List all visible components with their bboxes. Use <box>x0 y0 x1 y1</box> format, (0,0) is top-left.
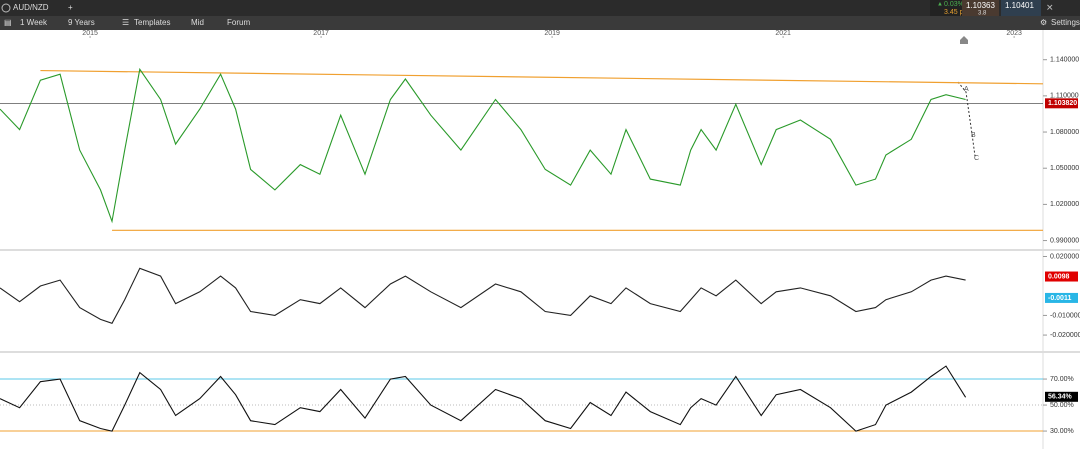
bid-box[interactable] <box>962 0 999 16</box>
wave-label: B <box>971 132 976 139</box>
wave-projection <box>957 81 976 157</box>
wave-label: A <box>964 86 969 93</box>
value-box <box>1045 98 1078 109</box>
symbol-icon <box>1 3 11 13</box>
top-bar <box>0 0 1080 16</box>
templates[interactable]: Templates <box>134 18 170 27</box>
value-box <box>1045 391 1078 402</box>
y-tick-label: 1.110000 <box>1050 93 1079 100</box>
ask[interactable]: 1.10401 <box>1005 1 1034 10</box>
ask-box[interactable] <box>1001 0 1041 16</box>
series-line <box>0 67 966 224</box>
x-tick-label: 2015 <box>82 30 98 37</box>
value-label: 1.103820 <box>1048 100 1077 107</box>
x-tick-label: 2019 <box>544 30 560 37</box>
y-tick-label: 1.080000 <box>1050 129 1079 136</box>
y-tick-label: 1.050000 <box>1050 165 1079 172</box>
y-tick-label: 1.140000 <box>1050 57 1079 64</box>
spread: 3.8 <box>978 11 987 17</box>
layout-icon[interactable]: ▤ <box>4 18 12 27</box>
settings[interactable]: Settings <box>1051 18 1080 27</box>
change: 0.03% <box>944 1 964 8</box>
y-tick-label: 30.00% <box>1050 428 1074 435</box>
y-tick-label: 0.990000 <box>1050 237 1079 244</box>
templates-icon[interactable]: ☰ <box>122 18 129 27</box>
change-pts: 3.45 pts <box>944 9 969 16</box>
y-tick-label: 1.020000 <box>1050 201 1079 208</box>
settings-icon[interactable]: ⚙ <box>1040 18 1047 27</box>
x-tick-label: 2021 <box>775 30 791 37</box>
series-line <box>0 267 966 324</box>
x-tick-label: 2023 <box>1006 30 1022 37</box>
range[interactable]: 9 Years <box>68 18 95 27</box>
value-label: 0.0098 <box>1048 273 1070 280</box>
x-tick-label: 2017 <box>313 30 329 37</box>
y-tick-label: 50.00% <box>1050 402 1074 409</box>
close[interactable]: ✕ <box>1046 2 1054 12</box>
series-line <box>0 365 967 432</box>
y-tick-label: 0.020000 <box>1050 253 1079 260</box>
add-tab[interactable]: + <box>68 3 73 12</box>
bid[interactable]: 1.10363 <box>966 1 995 10</box>
marker-icon <box>960 36 968 44</box>
tool-bar <box>0 16 1080 30</box>
value-box <box>1045 271 1078 282</box>
trendline <box>40 69 1044 85</box>
forum[interactable]: Forum <box>227 18 250 27</box>
value-label: -0.0011 <box>1048 295 1071 302</box>
interval[interactable]: 1 Week <box>20 18 48 27</box>
value-label: 56.34% <box>1048 394 1073 401</box>
change-arrow: ▲ <box>937 2 943 8</box>
wave-label: C <box>974 155 979 162</box>
price-type[interactable]: Mid <box>191 18 204 27</box>
y-tick-label: -0.020000 <box>1050 332 1080 339</box>
y-tick-label: 70.00% <box>1050 376 1074 383</box>
value-box <box>1045 292 1078 303</box>
symbol[interactable]: AUD/NZD <box>13 3 49 12</box>
y-tick-label: -0.010000 <box>1050 312 1080 319</box>
